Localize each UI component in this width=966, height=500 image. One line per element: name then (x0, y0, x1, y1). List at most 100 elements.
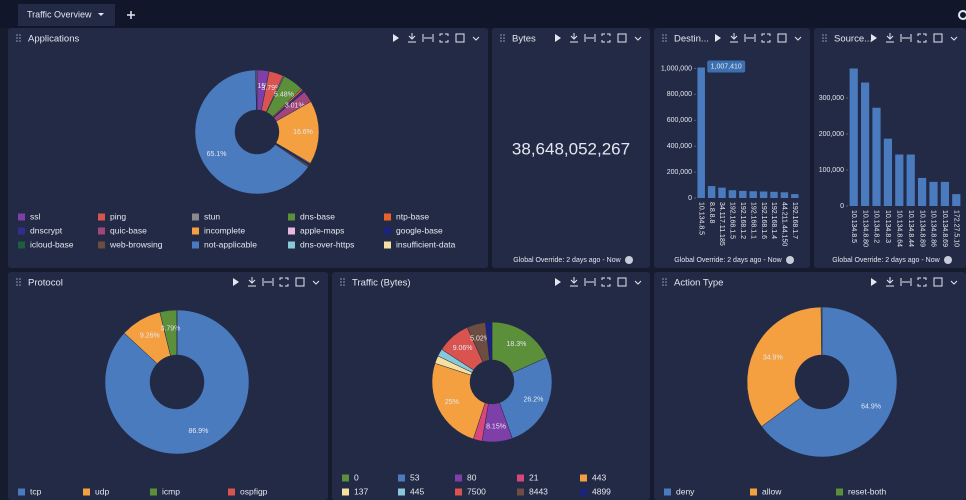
legend-swatch[interactable] (288, 241, 295, 249)
legend-swatch[interactable] (342, 488, 349, 496)
bar[interactable] (906, 154, 915, 206)
drag-handle[interactable] (19, 37, 21, 39)
bar[interactable] (739, 190, 747, 198)
run-icon[interactable] (715, 34, 721, 42)
legend-swatch[interactable] (384, 227, 391, 235)
drag-handle[interactable] (19, 40, 21, 42)
resize-icon[interactable] (744, 34, 756, 42)
bar[interactable] (929, 181, 938, 206)
bar[interactable] (770, 191, 778, 198)
menu-chevron[interactable] (794, 36, 802, 41)
legend-swatch[interactable] (18, 213, 25, 221)
drag-handle[interactable] (665, 37, 667, 39)
legend-label[interactable]: 0 (354, 472, 359, 482)
download-icon[interactable] (248, 277, 256, 287)
drag-handle[interactable] (822, 34, 824, 36)
drag-handle[interactable] (16, 284, 18, 286)
drag-handle[interactable] (665, 281, 667, 283)
bar[interactable] (860, 82, 870, 206)
bar[interactable] (849, 68, 858, 206)
download-icon[interactable] (570, 277, 578, 287)
drag-handle[interactable] (340, 284, 342, 286)
resize-icon[interactable] (900, 34, 912, 42)
bar[interactable] (940, 181, 950, 206)
legend-swatch[interactable] (398, 488, 405, 496)
drag-handle[interactable] (662, 40, 664, 42)
drag-handle[interactable] (665, 34, 667, 36)
legend-swatch[interactable] (192, 213, 199, 221)
bar[interactable] (791, 194, 799, 198)
drag-handle[interactable] (500, 34, 502, 36)
bar[interactable] (728, 190, 737, 198)
menu-chevron[interactable] (950, 280, 958, 285)
edit-icon[interactable] (617, 33, 627, 43)
drag-handle[interactable] (340, 278, 342, 280)
resize-icon[interactable] (584, 278, 596, 286)
legend-label[interactable]: 4899 (592, 486, 611, 496)
legend-swatch[interactable] (192, 241, 199, 249)
help-icon[interactable] (786, 256, 794, 264)
drag-handle[interactable] (19, 34, 21, 36)
legend-label[interactable]: 80 (467, 472, 477, 482)
edit-icon[interactable] (777, 33, 787, 43)
legend-swatch[interactable] (398, 474, 405, 482)
bar[interactable] (718, 187, 726, 198)
legend-swatch[interactable] (98, 213, 105, 221)
legend-swatch[interactable] (455, 474, 462, 482)
legend-swatch[interactable] (288, 213, 295, 221)
drag-handle[interactable] (16, 37, 18, 39)
legend-swatch[interactable] (98, 227, 105, 235)
menu-chevron[interactable] (950, 36, 958, 41)
drag-handle[interactable] (500, 37, 502, 39)
download-icon[interactable] (886, 33, 894, 43)
drag-handle[interactable] (503, 34, 505, 36)
fullscreen-icon[interactable] (601, 33, 611, 43)
menu-chevron[interactable] (312, 280, 320, 285)
drag-handle[interactable] (343, 281, 345, 283)
legend-swatch[interactable] (384, 213, 391, 221)
edit-icon[interactable] (295, 277, 305, 287)
drag-handle[interactable] (16, 34, 18, 36)
bar[interactable] (759, 191, 768, 198)
download-icon[interactable] (570, 33, 578, 43)
tab-menu[interactable] (98, 13, 104, 16)
edit-icon[interactable] (455, 33, 465, 43)
legend-label[interactable]: 445 (410, 486, 424, 496)
bar[interactable] (952, 194, 961, 206)
resize-icon[interactable] (422, 34, 434, 42)
menu-chevron[interactable] (472, 36, 480, 41)
settings[interactable] (958, 10, 966, 20)
drag-handle[interactable] (665, 284, 667, 286)
drag-handle[interactable] (665, 40, 667, 42)
legend-label[interactable]: stun (204, 211, 220, 221)
legend-label[interactable]: 21 (529, 472, 539, 482)
download-icon[interactable] (886, 277, 894, 287)
help-icon[interactable] (944, 256, 952, 264)
legend-label[interactable]: incomplete (204, 225, 245, 235)
legend-swatch[interactable] (150, 488, 157, 496)
drag-handle[interactable] (825, 37, 827, 39)
legend-swatch[interactable] (384, 241, 391, 249)
legend-swatch[interactable] (517, 474, 524, 482)
drag-handle[interactable] (343, 278, 345, 280)
drag-handle[interactable] (665, 278, 667, 280)
fullscreen-icon[interactable] (761, 33, 771, 43)
legend-swatch[interactable] (83, 488, 90, 496)
menu-chevron[interactable] (634, 280, 642, 285)
legend-swatch[interactable] (455, 488, 462, 496)
legend-label[interactable]: ping (110, 211, 126, 221)
legend-swatch[interactable] (18, 488, 25, 496)
legend-label[interactable]: dnscrypt (30, 225, 63, 235)
drag-handle[interactable] (16, 278, 18, 280)
legend-swatch[interactable] (288, 227, 295, 235)
fullscreen-icon[interactable] (917, 277, 927, 287)
fullscreen-icon[interactable] (917, 33, 927, 43)
legend-label[interactable]: 443 (592, 472, 606, 482)
legend-label[interactable]: 8443 (529, 486, 548, 496)
drag-handle[interactable] (503, 37, 505, 39)
legend-label[interactable]: reset-both (848, 486, 887, 496)
bar[interactable] (707, 186, 716, 198)
legend-label[interactable]: google-base (396, 225, 443, 235)
drag-handle[interactable] (662, 284, 664, 286)
drag-handle[interactable] (825, 40, 827, 42)
